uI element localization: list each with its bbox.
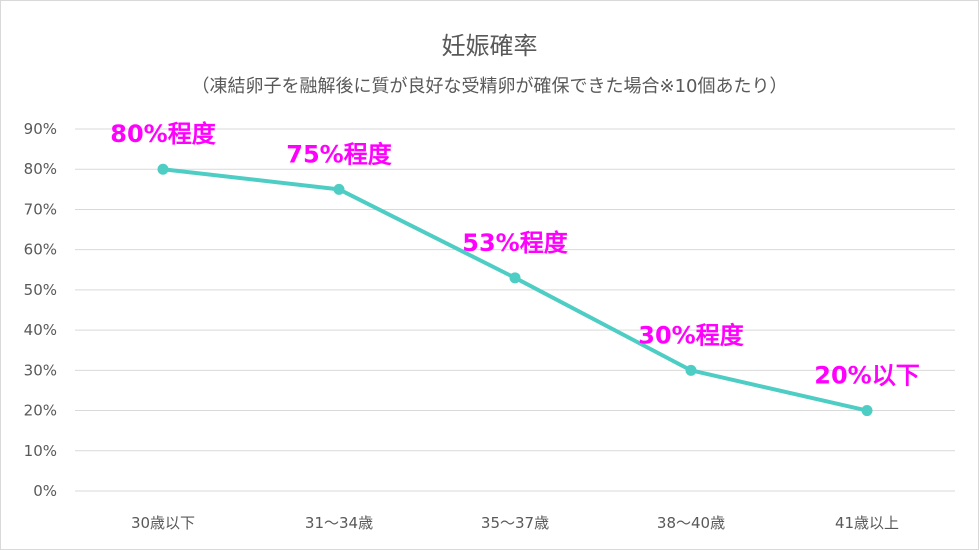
- data-label: 20%以下: [814, 362, 919, 390]
- gridlines: [75, 128, 955, 492]
- y-tick-label: 10%: [24, 442, 57, 460]
- data-point: [861, 405, 873, 417]
- y-axis-ticks: 0% 10% 20% 30% 40% 50% 60% 70% 80% 90%: [24, 120, 57, 500]
- x-tick-label: 41歳以上: [835, 514, 899, 532]
- y-tick-label: 80%: [24, 160, 57, 178]
- data-labels: 80%程度 75%程度 53%程度 30%程度 20%以下: [110, 120, 919, 389]
- x-tick-label: 30歳以下: [131, 514, 195, 532]
- data-label: 30%程度: [638, 321, 744, 349]
- data-point: [157, 163, 169, 175]
- data-point: [685, 364, 697, 376]
- chart-subtitle: （凍結卵子を融解後に質が良好な受精卵が確保できた場合※10個あたり）: [191, 76, 788, 97]
- data-label: 75%程度: [286, 140, 392, 168]
- data-label: 80%程度: [110, 120, 216, 148]
- data-point: [509, 272, 521, 284]
- data-point: [333, 183, 345, 195]
- y-tick-label: 60%: [24, 241, 57, 259]
- y-tick-label: 30%: [24, 361, 57, 379]
- y-tick-label: 90%: [24, 120, 57, 138]
- y-tick-label: 50%: [24, 281, 57, 299]
- x-tick-label: 31～34歳: [305, 514, 373, 532]
- x-tick-label: 38～40歳: [657, 514, 725, 532]
- data-label: 53%程度: [462, 229, 568, 257]
- chart-title: 妊娠確率: [441, 32, 538, 60]
- x-axis-ticks: 30歳以下 31～34歳 35～37歳 38～40歳 41歳以上: [131, 514, 899, 532]
- series-line: [157, 163, 873, 417]
- x-tick-label: 35～37歳: [481, 514, 549, 532]
- y-tick-label: 40%: [24, 321, 57, 339]
- y-tick-label: 0%: [33, 482, 57, 500]
- y-tick-label: 70%: [24, 200, 57, 218]
- y-tick-label: 20%: [24, 402, 57, 420]
